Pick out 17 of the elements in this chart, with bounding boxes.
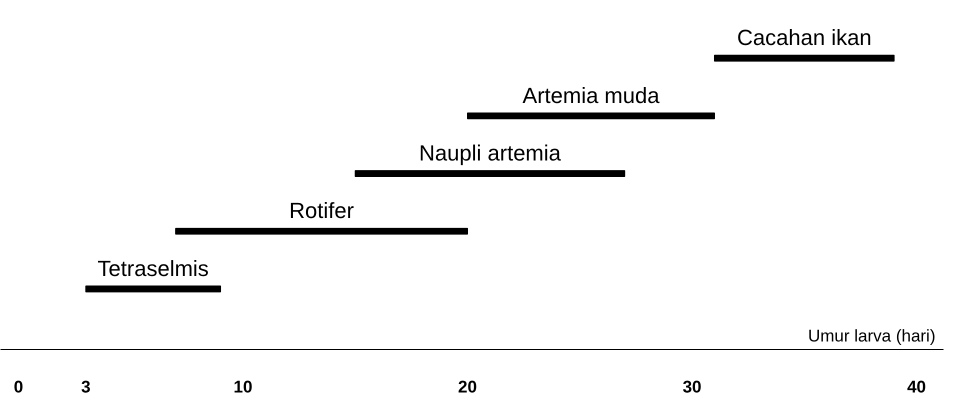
x-tick-label: 40 [907,378,926,396]
x-tick-label: 0 [14,378,24,396]
y-tick-label: Tetraselmis [98,256,209,281]
bar [714,54,895,62]
x-axis-title: Umur larva (hari) [808,326,936,346]
x-tick-label: 10 [234,378,252,396]
x-tick-label: 30 [682,378,702,396]
x-tick-label: 20 [458,378,477,396]
y-tick-label: Cacahan ikan [737,25,872,50]
bar [467,112,715,120]
bar [85,286,222,292]
bar [175,228,468,235]
bar [354,170,626,177]
y-tick-label: Naupli artemia [419,140,562,166]
y-tick-label: Rotifer [289,198,354,224]
y-tick-label: Artemia muda [522,82,660,108]
x-tick-label: 3 [81,378,91,396]
